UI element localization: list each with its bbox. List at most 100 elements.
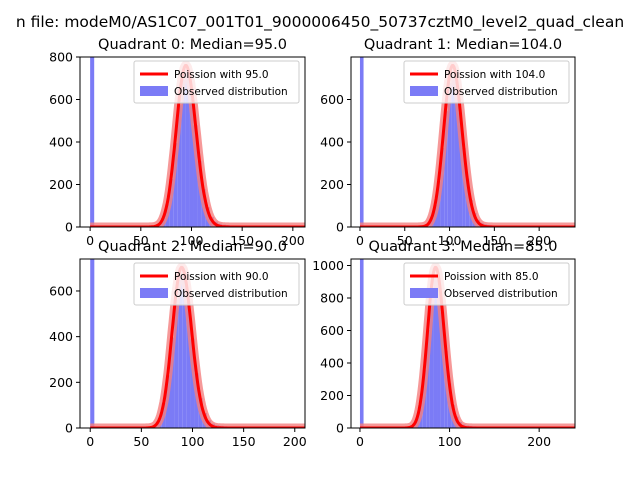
hist-bar [174, 299, 179, 428]
quadrant-title: Quadrant 0: Median=95.0 [98, 37, 287, 53]
x-tick-label: 150 [232, 434, 256, 449]
hist-bar [437, 280, 441, 428]
poisson-fit-curve [89, 265, 305, 428]
legend-label-observed: Observed distribution [174, 288, 288, 300]
hist-bar-zero [90, 57, 95, 227]
x-tick-label: 100 [180, 233, 204, 248]
x-tick-label: 150 [482, 233, 506, 248]
y-tick-label: 0 [65, 220, 73, 235]
hist-bar [186, 301, 191, 428]
legend-bar-swatch [140, 86, 168, 96]
hist-bar [170, 337, 175, 428]
legend-label-fit: Poission with 104.0 [444, 69, 545, 81]
x-tick-label: 200 [283, 434, 307, 449]
y-tick-label: 400 [320, 135, 344, 150]
plot-area [86, 57, 305, 227]
hist-bar [458, 112, 463, 227]
y-tick-label: 600 [49, 92, 73, 107]
y-tick-label: 1000 [312, 258, 344, 273]
x-tick-label: 100 [438, 233, 462, 248]
quadrant-title: Quadrant 2: Median=90.0 [98, 239, 287, 255]
x-tick-label: 100 [181, 434, 205, 449]
quadrant-1-chart: 0 50 100 150 200 0 200 400 600 Quadrant 1: Median… [320, 37, 576, 248]
y-tick-label: 200 [320, 388, 344, 403]
legend-box [133, 262, 300, 306]
x-tick-label: 50 [133, 233, 149, 248]
legend-bar-swatch [140, 288, 168, 298]
y-tick-label: 400 [49, 135, 73, 150]
x-tick-label: 50 [397, 233, 413, 248]
hist-bar [440, 312, 445, 428]
x-tick-label: 200 [281, 233, 305, 248]
hist-bar [182, 274, 187, 428]
hist-bar [440, 147, 445, 227]
hist-bar [447, 82, 452, 227]
hist-bar [178, 277, 183, 428]
quadrant-title: Quadrant 3: Median=85.0 [369, 239, 558, 255]
hist-bar-zero [359, 57, 364, 227]
x-tick-label: 0 [356, 233, 364, 248]
legend-label-observed: Observed distribution [444, 86, 558, 98]
plot-area [86, 259, 305, 428]
quadrant-2-chart: 0 50 100 150 200 0 200 400 600 Quadrant 2: Median… [49, 239, 307, 449]
y-tick-label: 200 [320, 177, 344, 192]
legend-label-fit: Poission with 90.0 [174, 271, 269, 283]
poisson-fit-curve [89, 64, 305, 227]
hist-bar [193, 125, 198, 227]
legend: Poission with 95.0 Observed distribution [133, 60, 300, 104]
y-tick-label: 600 [320, 323, 344, 338]
hist-bar [181, 78, 186, 227]
quadrant-0-chart: 0 50 100 150 200 0 200 400 600 800 Quadrant 0: Med… [49, 37, 306, 248]
y-tick-label: 400 [320, 356, 344, 371]
legend: Poission with 85.0 Observed distribution [403, 262, 570, 306]
legend: Poission with 104.0 Observed distribution [403, 60, 570, 104]
hist-bar [433, 275, 438, 428]
hist-bar [451, 76, 455, 227]
x-tick-label: 200 [527, 233, 551, 248]
y-tick-label: 600 [49, 283, 73, 298]
hist-bar-zero [90, 259, 95, 428]
y-tick-label: 200 [49, 375, 73, 390]
y-tick-label: 800 [49, 50, 73, 65]
hist-bar [462, 148, 466, 227]
hist-bar [189, 90, 194, 227]
legend-label-observed: Observed distribution [174, 86, 288, 98]
hist-bar [429, 293, 434, 428]
y-tick-label: 800 [320, 291, 344, 306]
hist-bar [454, 82, 459, 227]
poisson-fit-curve [359, 64, 575, 227]
legend: Poission with 90.0 Observed distribution [133, 262, 300, 306]
x-tick-label: 150 [230, 233, 254, 248]
chart-panels: 0 50 100 150 200 0 200 400 600 800 Quadrant 0: Med… [49, 37, 576, 449]
x-tick-label: 100 [438, 434, 462, 449]
quadrant-title: Quadrant 1: Median=104.0 [364, 37, 562, 53]
legend-box [403, 262, 570, 306]
legend-bar-swatch [410, 288, 438, 298]
x-tick-label: 0 [86, 434, 94, 449]
hist-bar [185, 69, 190, 227]
legend-box [133, 60, 300, 104]
y-tick-label: 0 [65, 421, 73, 436]
x-tick-label: 0 [86, 233, 94, 248]
y-tick-label: 600 [320, 92, 344, 107]
y-tick-label: 400 [49, 329, 73, 344]
legend-bar-swatch [410, 86, 438, 96]
axes-frame [350, 258, 576, 429]
legend-box [403, 60, 570, 104]
hist-bar-zero [359, 259, 364, 428]
y-tick-label: 0 [336, 220, 344, 235]
y-tick-label: 0 [336, 421, 344, 436]
legend-label-observed: Observed distribution [444, 288, 558, 300]
quadrant-3-chart: 0 100 200 0 200 400 600 800 1000 Quadrant 3: Medi… [312, 239, 576, 449]
y-tick-label: 200 [49, 177, 73, 192]
legend-label-fit: Poission with 85.0 [444, 271, 539, 283]
legend-label-fit: Poission with 95.0 [174, 69, 269, 81]
hist-bar [444, 111, 448, 227]
hist-bar [190, 338, 195, 428]
hist-bar [173, 143, 178, 227]
figure-suptitle: n file: modeM0/AS1C07_001T01_9000006450_… [16, 13, 624, 32]
x-tick-label: 0 [356, 434, 364, 449]
x-tick-label: 200 [527, 434, 551, 449]
hist-bar [426, 329, 430, 428]
